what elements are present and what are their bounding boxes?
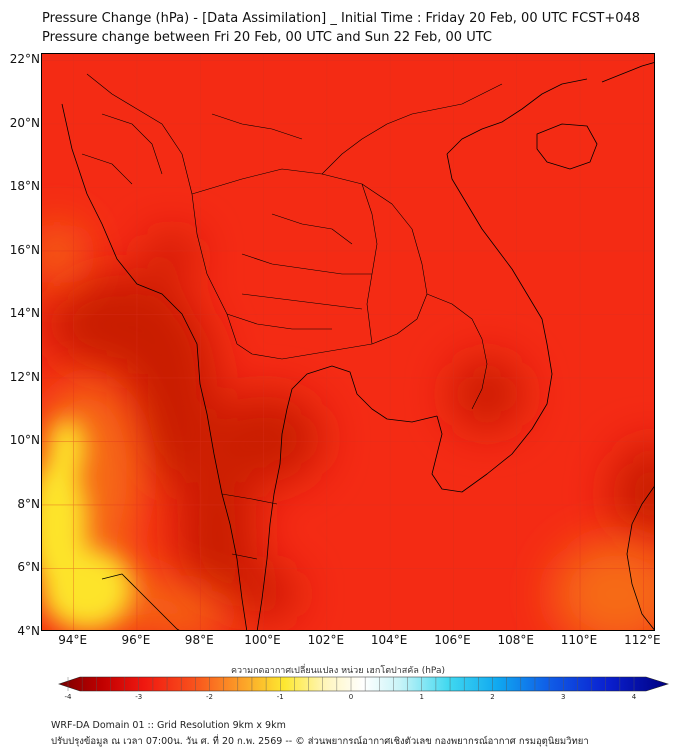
latitude-label: 6°N — [17, 560, 40, 575]
colorbar-tick-label: -4 — [64, 693, 72, 701]
colorbar-tick-label: -2 — [206, 693, 213, 701]
latitude-label: 8°N — [17, 496, 40, 511]
colorbar-tick-label: 1 — [419, 693, 424, 701]
latitude-label: 4°N — [17, 624, 40, 638]
colorbar — [58, 676, 669, 692]
graticule — [42, 54, 654, 630]
map-subtitle: Pressure change between Fri 20 Feb, 00 U… — [42, 30, 492, 45]
colorbar-tick-label: -3 — [135, 693, 143, 701]
colorbar-tick-label: 3 — [561, 693, 566, 701]
longitude-label: 100°E — [244, 633, 281, 647]
footer-credit: ปรับปรุงข้อมูล ณ เวลา 07:00น. วัน ศ. ที่… — [51, 736, 589, 747]
colorbar-tick-label: 2 — [490, 693, 495, 701]
longitude-label: 94°E — [58, 633, 88, 647]
colorbar-title: ความกดอากาศเปลี่ยนแปลง หน่วย เฮกโตปาสคัล… — [231, 666, 445, 676]
colorbar-tick-label: 0 — [348, 693, 354, 701]
map-svg — [42, 54, 654, 630]
colorbar-gradient — [58, 676, 669, 692]
longitude-label: 98°E — [184, 633, 214, 647]
colorbar-tick-label: 4 — [631, 693, 637, 701]
map-title: Pressure Change (hPa) - [Data Assimilati… — [42, 11, 641, 26]
footer-model-info: WRF-DA Domain 01 :: Grid Resolution 9km … — [51, 720, 286, 731]
pressure-change-map — [41, 53, 655, 631]
longitude-label: 108°E — [497, 633, 534, 647]
longitude-label: 110°E — [560, 633, 598, 647]
longitude-label: 96°E — [121, 633, 151, 647]
longitude-label: 112°E — [624, 633, 661, 647]
colorbar-tick-label: -1 — [276, 693, 284, 701]
latitude-label: 14°N — [9, 306, 40, 321]
latitude-label: 12°N — [9, 369, 40, 384]
yellow-pressure-zones — [42, 419, 132, 629]
latitude-label: 10°N — [9, 433, 40, 448]
coastlines — [61, 62, 654, 630]
colorbar-minor-ticks — [67, 677, 635, 691]
longitude-label: 102°E — [307, 633, 345, 647]
latitude-label: 16°N — [9, 242, 40, 257]
longitude-label: 106°E — [434, 633, 471, 647]
latitude-label: 22°N — [9, 52, 40, 67]
latitude-label: 18°N — [9, 179, 40, 194]
latitude-label: 20°N — [9, 115, 40, 130]
country-borders — [81, 73, 503, 560]
longitude-label: 104°E — [370, 633, 408, 647]
